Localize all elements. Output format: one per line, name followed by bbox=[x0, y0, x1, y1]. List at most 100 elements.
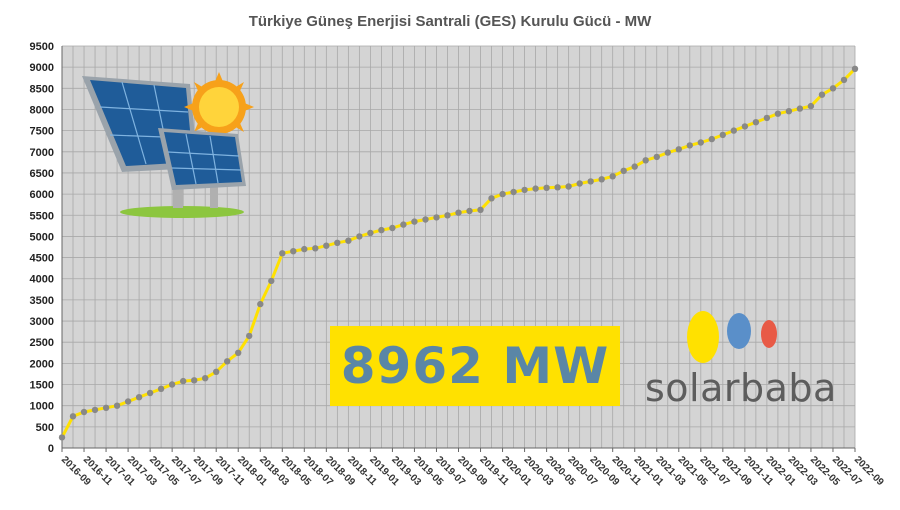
y-tick-label: 9500 bbox=[30, 41, 54, 53]
data-point bbox=[168, 381, 176, 388]
data-point bbox=[642, 157, 649, 164]
data-point bbox=[180, 377, 187, 385]
data-point bbox=[268, 277, 275, 285]
data-point bbox=[576, 180, 583, 187]
data-point bbox=[653, 153, 660, 161]
y-tick-label: 7500 bbox=[30, 126, 54, 138]
y-tick-label: 4500 bbox=[30, 253, 54, 265]
data-point bbox=[466, 207, 473, 215]
data-point bbox=[708, 135, 715, 143]
brand-name: solarbaba bbox=[645, 366, 837, 410]
data-point bbox=[389, 224, 396, 232]
brand-dot-blue bbox=[727, 313, 751, 349]
data-point bbox=[157, 385, 165, 392]
series bbox=[58, 65, 859, 441]
data-point bbox=[69, 413, 77, 420]
data-point bbox=[818, 91, 826, 98]
data-point bbox=[257, 300, 264, 308]
data-point bbox=[675, 146, 682, 153]
data-point bbox=[730, 127, 737, 134]
data-point bbox=[444, 212, 451, 219]
data-point bbox=[191, 377, 198, 384]
y-tick-label: 5000 bbox=[30, 231, 54, 243]
y-tick-label: 4000 bbox=[30, 274, 54, 286]
data-point bbox=[565, 183, 572, 190]
y-tick-label: 8500 bbox=[30, 83, 54, 95]
data-point bbox=[532, 185, 539, 192]
data-point bbox=[686, 142, 693, 149]
y-tick-label: 3500 bbox=[30, 295, 54, 307]
y-tick-label: 2500 bbox=[30, 337, 54, 349]
data-point bbox=[829, 85, 837, 92]
data-point bbox=[609, 173, 616, 180]
data-point bbox=[543, 184, 550, 191]
data-point bbox=[146, 389, 154, 397]
data-point bbox=[521, 186, 528, 194]
data-point bbox=[851, 65, 859, 73]
y-tick-label: 1000 bbox=[30, 401, 54, 413]
data-point bbox=[477, 206, 484, 213]
brand-logo-icon bbox=[687, 311, 777, 363]
y-tick-label: 500 bbox=[36, 422, 54, 434]
y-tick-label: 0 bbox=[48, 443, 54, 455]
data-point bbox=[356, 233, 363, 240]
data-point bbox=[587, 178, 594, 185]
data-point bbox=[135, 394, 143, 401]
data-point bbox=[598, 176, 605, 183]
data-point bbox=[422, 216, 429, 223]
data-point bbox=[246, 332, 253, 340]
y-tick-label: 6500 bbox=[30, 168, 54, 180]
solar-panel-with-sun-icon bbox=[82, 72, 254, 218]
y-tick-label: 7000 bbox=[30, 147, 54, 159]
data-point bbox=[279, 250, 286, 257]
data-point bbox=[113, 402, 121, 409]
data-point bbox=[455, 209, 462, 216]
data-point bbox=[323, 242, 330, 249]
data-point bbox=[719, 131, 726, 139]
data-point bbox=[102, 404, 110, 411]
data-point bbox=[840, 76, 848, 84]
data-point bbox=[301, 245, 308, 253]
data-point bbox=[290, 248, 297, 255]
data-point bbox=[312, 245, 319, 252]
data-point bbox=[80, 408, 88, 416]
data-point bbox=[433, 214, 440, 221]
data-point bbox=[91, 406, 99, 414]
data-point bbox=[58, 434, 66, 441]
data-point bbox=[763, 114, 771, 122]
y-tick-label: 8000 bbox=[30, 104, 54, 116]
data-point bbox=[367, 229, 374, 237]
data-point bbox=[796, 105, 804, 112]
data-point bbox=[411, 218, 418, 225]
data-point bbox=[488, 195, 495, 202]
data-point bbox=[400, 221, 407, 228]
chart-title: Türkiye Güneş Enerjisi Santrali (GES) Ku… bbox=[249, 13, 652, 30]
data-point bbox=[554, 184, 561, 191]
data-point bbox=[124, 398, 132, 405]
brand-dot-yellow bbox=[687, 311, 719, 363]
y-tick-label: 1500 bbox=[30, 380, 54, 392]
highlight-box: 8962 MW bbox=[330, 326, 620, 406]
data-point bbox=[664, 149, 671, 156]
sun-icon bbox=[184, 72, 254, 142]
highlight-value: 8962 MW bbox=[340, 337, 610, 395]
data-point bbox=[224, 358, 231, 365]
data-point bbox=[697, 139, 704, 146]
y-tick-label: 6000 bbox=[30, 189, 54, 201]
data-point bbox=[378, 226, 385, 234]
y-tick-label: 5500 bbox=[30, 210, 54, 222]
data-point bbox=[620, 167, 627, 174]
data-point bbox=[345, 237, 352, 244]
data-point bbox=[510, 188, 517, 196]
data-point bbox=[202, 375, 209, 382]
data-point bbox=[774, 110, 782, 117]
data-point bbox=[741, 123, 749, 130]
y-tick-label: 9000 bbox=[30, 62, 54, 74]
brand-dot-red bbox=[761, 320, 777, 348]
y-tick-label: 2000 bbox=[30, 358, 54, 370]
y-tick-label: 3000 bbox=[30, 316, 54, 328]
data-point bbox=[235, 349, 242, 356]
data-point bbox=[334, 239, 341, 246]
